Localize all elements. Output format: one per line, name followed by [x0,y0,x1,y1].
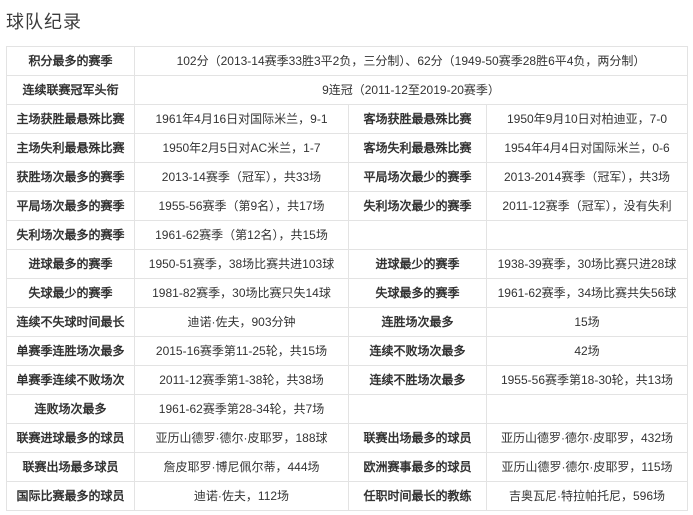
record-value-cell: 2015-16赛季第11-25轮，共15场 [134,336,349,366]
record-label-cell: 失利场次最多的赛季 [6,220,135,250]
record-label-cell: 连续不败场次最多 [348,336,487,366]
table-row: 联赛进球最多的球员 亚历山德罗·德尔·皮耶罗，188球 联赛出场最多的球员 亚历山德罗… [6,423,689,453]
page-title: 球队纪录 [6,12,82,32]
record-value-cell: 1961年4月16日对国际米兰，9-1 [134,104,349,134]
record-value-cell: 1961-62赛季，34场比赛共失56球 [485,278,689,308]
table-row: 联赛出场最多球员 詹皮耶罗·博尼佩尔蒂，444场 欧洲赛事最多的球员 亚历山德罗·德尔… [6,452,689,482]
record-value-cell: 1950年2月5日对AC米兰，1-7 [134,133,349,163]
record-value-cell: 吉奥瓦尼·特拉帕托尼，596场 [485,481,689,511]
record-value-cell: 2011-12赛季第1-38轮，共38场 [134,365,349,395]
table-row: 积分最多的赛季 102分（2013-14赛季33胜3平2负，三分制）、62分（19… [6,46,689,76]
record-label-cell: 进球最少的赛季 [348,249,487,279]
table-row: 连续联赛冠军头衔 9连冠（2011-12至2019-20赛季） [6,75,689,105]
record-value-cell: 2011-12赛季（冠军），没有失利 [485,191,689,221]
record-value-cell: 1950年9月10日对柏迪亚，7-0 [485,104,689,134]
record-value-cell [485,394,689,424]
table-row: 连续不失球时间最长 迪诺·佐夫，903分钟 连胜场次最多 15场 [6,307,689,337]
record-value-cell: 1955-56赛季（第9名），共17场 [134,191,349,221]
record-label-cell: 连续不失球时间最长 [6,307,135,337]
record-label-cell: 平局场次最多的赛季 [6,191,135,221]
record-value-cell: 1955-56赛季第18-30轮，共13场 [485,365,689,395]
record-label-cell: 主场获胜最悬殊比赛 [6,104,135,134]
table-row: 失利场次最多的赛季 1961-62赛季（第12名），共15场 [6,220,689,250]
record-label-cell: 获胜场次最多的赛季 [6,162,135,192]
record-label-cell: 平局场次最少的赛季 [348,162,487,192]
record-label-cell: 联赛进球最多的球员 [6,423,135,453]
record-value-cell: 1961-62赛季第28-34轮，共7场 [134,394,349,424]
team-records-body: 积分最多的赛季 102分（2013-14赛季33胜3平2负，三分制）、62分（19… [6,46,689,511]
record-value-cell: 102分（2013-14赛季33胜3平2负，三分制）、62分（1949-50赛季… [133,46,689,76]
record-value-cell: 42场 [485,336,689,366]
record-value-cell: 2013-14赛季（冠军），共33场 [134,162,349,192]
table-row: 主场失利最悬殊比赛 1950年2月5日对AC米兰，1-7 客场失利最悬殊比赛 1954… [6,133,689,163]
record-label-cell: 国际比赛最多的球员 [6,481,135,511]
record-label-cell: 失利场次最少的赛季 [348,191,487,221]
record-value-cell: 1938-39赛季，30场比赛只进28球 [485,249,689,279]
record-value-cell: 1954年4月4日对国际米兰，0-6 [485,133,689,163]
record-label-cell: 客场获胜最悬殊比赛 [348,104,487,134]
table-row: 国际比赛最多的球员 迪诺·佐夫，112场 任职时间最长的教练 吉奥瓦尼·特拉帕托尼，5… [6,481,689,511]
record-label-cell: 单赛季连续不败场次 [6,365,135,395]
record-value-cell [485,220,689,250]
record-value-cell: 亚历山德罗·德尔·皮耶罗，188球 [134,423,349,453]
table-row: 平局场次最多的赛季 1955-56赛季（第9名），共17场 失利场次最少的赛季 201… [6,191,689,221]
record-value-cell: 迪诺·佐夫，903分钟 [134,307,349,337]
record-value-cell: 詹皮耶罗·博尼佩尔蒂，444场 [134,452,349,482]
table-row: 单赛季连续不败场次 2011-12赛季第1-38轮，共38场 连续不胜场次最多 195… [6,365,689,395]
record-value-cell: 亚历山德罗·德尔·皮耶罗，115场 [485,452,689,482]
table-row: 主场获胜最悬殊比赛 1961年4月16日对国际米兰，9-1 客场获胜最悬殊比赛 195… [6,104,689,134]
record-value-cell [348,394,487,424]
record-label-cell: 主场失利最悬殊比赛 [6,133,135,163]
record-value-cell: 1981-82赛季，30场比赛只失14球 [134,278,349,308]
record-label-cell: 积分最多的赛季 [6,46,135,76]
record-label-cell: 连胜场次最多 [348,307,487,337]
record-label-cell: 客场失利最悬殊比赛 [348,133,487,163]
record-label-cell: 失球最少的赛季 [6,278,135,308]
table-row: 进球最多的赛季 1950-51赛季，38场比赛共进103球 进球最少的赛季 1938-… [6,249,689,279]
record-value-cell: 1950-51赛季，38场比赛共进103球 [134,249,349,279]
record-label-cell: 连败场次最多 [6,394,135,424]
record-label-cell: 连续联赛冠军头衔 [6,75,135,105]
record-value-cell: 2013-2014赛季（冠军），共3场 [485,162,689,192]
table-row: 获胜场次最多的赛季 2013-14赛季（冠军），共33场 平局场次最少的赛季 2013… [6,162,689,192]
record-label-cell: 联赛出场最多的球员 [348,423,487,453]
record-label-cell: 失球最多的赛季 [348,278,487,308]
record-value-cell: 15场 [485,307,689,337]
record-label-cell: 欧洲赛事最多的球员 [348,452,487,482]
record-label-cell: 进球最多的赛季 [6,249,135,279]
table-row: 连败场次最多 1961-62赛季第28-34轮，共7场 [6,394,689,424]
record-label-cell: 连续不胜场次最多 [348,365,487,395]
record-value-cell: 9连冠（2011-12至2019-20赛季） [133,75,689,105]
record-value-cell: 迪诺·佐夫，112场 [134,481,349,511]
record-value-cell: 1961-62赛季（第12名），共15场 [134,220,349,250]
record-value-cell: 亚历山德罗·德尔·皮耶罗，432场 [485,423,689,453]
record-value-cell [348,220,487,250]
record-label-cell: 联赛出场最多球员 [6,452,135,482]
table-row: 单赛季连胜场次最多 2015-16赛季第11-25轮，共15场 连续不败场次最多 42… [6,336,689,366]
team-records-table: 积分最多的赛季 102分（2013-14赛季33胜3平2负，三分制）、62分（19… [6,46,689,511]
table-row: 失球最少的赛季 1981-82赛季，30场比赛只失14球 失球最多的赛季 1961-6… [6,278,689,308]
record-label-cell: 任职时间最长的教练 [348,481,487,511]
record-label-cell: 单赛季连胜场次最多 [6,336,135,366]
